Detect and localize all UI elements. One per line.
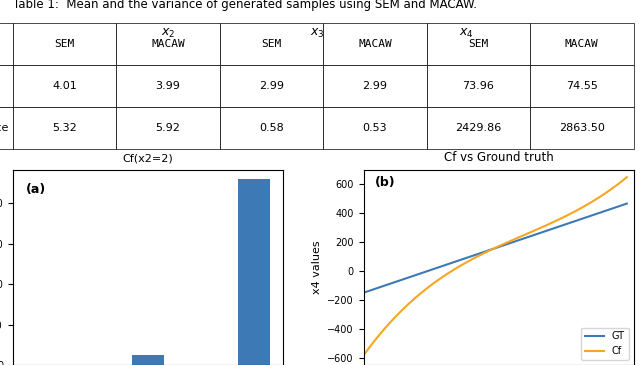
Title: Cf(x2=2): Cf(x2=2) bbox=[122, 153, 173, 164]
Text: (a): (a) bbox=[26, 184, 47, 196]
GT bbox=[409, 274, 417, 278]
Bar bbox=[132, 355, 164, 365]
GT bbox=[371, 287, 378, 291]
Text: (b): (b) bbox=[374, 176, 395, 189]
Line: Cf: Cf bbox=[364, 177, 627, 355]
Text: Table 1:  Mean and the variance of generated samples using SEM and MACAW.: Table 1: Mean and the variance of genera… bbox=[13, 0, 477, 11]
Title: Cf vs Ground truth: Cf vs Ground truth bbox=[444, 151, 554, 164]
Cf bbox=[610, 185, 618, 190]
Y-axis label: x4 values: x4 values bbox=[312, 241, 322, 294]
Cf bbox=[430, 281, 438, 285]
GT bbox=[430, 267, 438, 271]
Cf bbox=[600, 192, 608, 196]
Text: $x_2$: $x_2$ bbox=[161, 27, 175, 40]
Cf bbox=[360, 353, 367, 357]
Cf bbox=[376, 333, 383, 337]
GT bbox=[376, 285, 383, 289]
GT bbox=[623, 201, 630, 206]
Bar bbox=[239, 179, 271, 365]
GT bbox=[360, 291, 367, 295]
Cf bbox=[623, 175, 630, 179]
GT bbox=[610, 206, 618, 210]
Text: $x_4$: $x_4$ bbox=[459, 27, 474, 40]
Cf bbox=[409, 298, 417, 303]
GT bbox=[600, 209, 608, 214]
Cf bbox=[371, 339, 378, 343]
Text: $x_3$: $x_3$ bbox=[310, 27, 324, 40]
Line: GT: GT bbox=[364, 204, 627, 293]
Legend: GT, Cf: GT, Cf bbox=[580, 327, 628, 360]
